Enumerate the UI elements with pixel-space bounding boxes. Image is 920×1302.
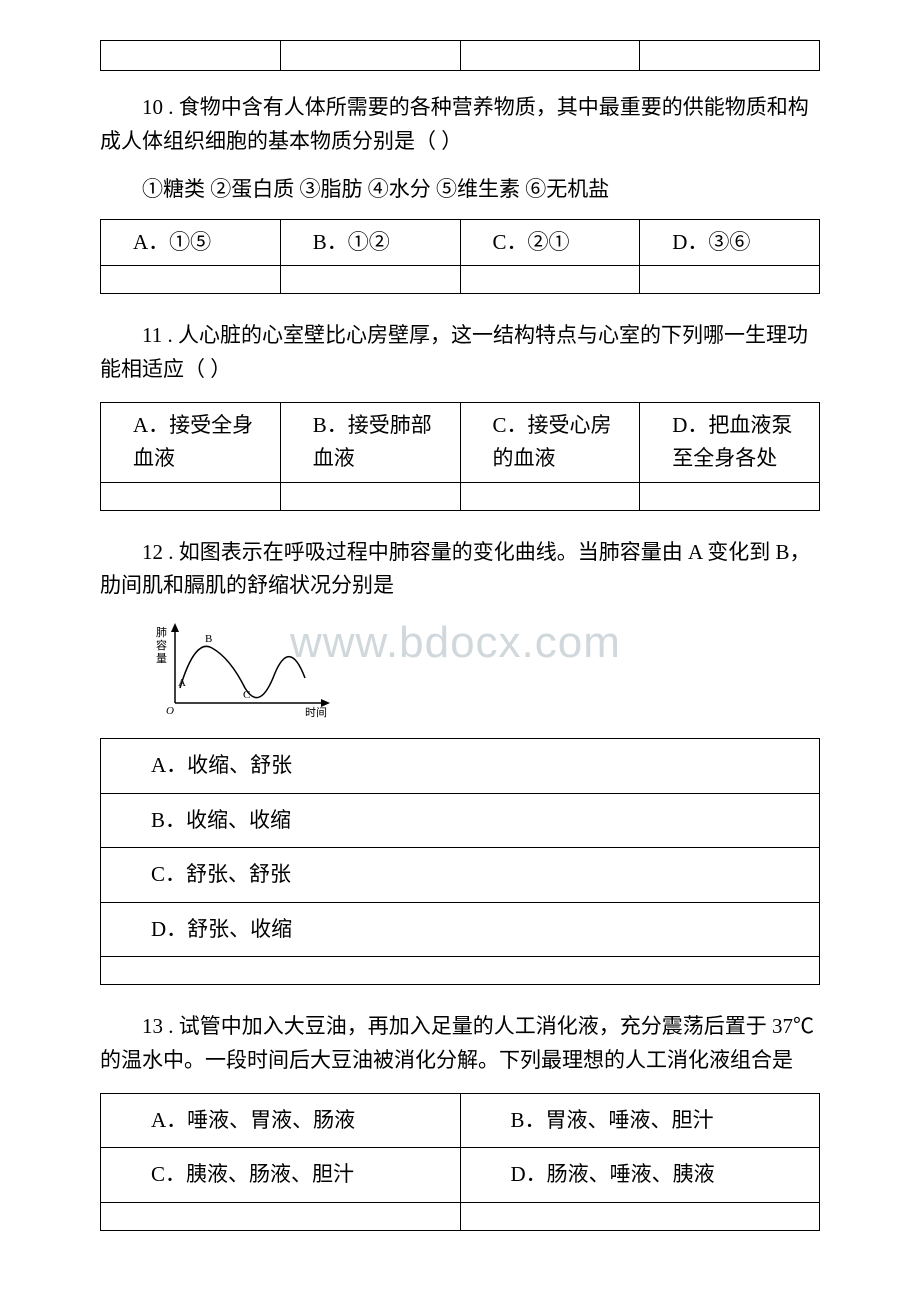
empty-cell — [460, 266, 640, 294]
empty-cell — [101, 957, 820, 985]
q11-body: 人心脏的心室壁比心房壁厚，这一结构特点与心室的下列哪一生理功能相适应（ ） — [100, 323, 808, 381]
q11-number: 11 — [142, 323, 162, 347]
x-arrow-icon — [321, 699, 330, 707]
q13-text: 13 . 试管中加入大豆油，再加入足量的人工消化液，充分震荡后置于 37℃的温水… — [100, 1010, 820, 1077]
q12-opt-a: A．收缩、舒张 — [101, 738, 820, 793]
prev-empty-table — [100, 40, 820, 71]
q12-opt-b: B．收缩、收缩 — [101, 793, 820, 848]
q12-opt-d: D．舒张、收缩 — [101, 902, 820, 957]
empty-cell — [101, 41, 281, 71]
q12-chart-container: www.bdocx.com 肺 容 量 A B C O 时间 — [150, 618, 350, 718]
chart-point-a: A — [178, 677, 186, 689]
empty-cell — [280, 266, 460, 294]
y-arrow-icon — [171, 623, 179, 632]
q13-opt-d: D．肠液、唾液、胰液 — [460, 1148, 820, 1203]
chart-ylabel-3: 量 — [156, 652, 167, 665]
q10-opt-b: B．①② — [280, 219, 460, 266]
q10-subtext: ①糖类 ②蛋白质 ③脂肪 ④水分 ⑤维生素 ⑥无机盐 — [100, 173, 820, 207]
q11-opt-b: B．接受肺部血液 — [280, 402, 460, 482]
q10-text: 10 . 食物中含有人体所需要的各种营养物质，其中最重要的供能物质和构成人体组织… — [100, 91, 820, 158]
empty-cell — [101, 266, 281, 294]
empty-cell — [460, 482, 640, 510]
q13-body: 试管中加入大豆油，再加入足量的人工消化液，充分震荡后置于 37℃的温水中。一段时… — [100, 1014, 814, 1072]
q10-opt-c: C．②① — [460, 219, 640, 266]
q13-opt-a: A．唾液、胃液、肠液 — [101, 1093, 461, 1148]
q12-text: 12 . 如图表示在呼吸过程中肺容量的变化曲线。当肺容量由 A 变化到 B，肋间… — [100, 536, 820, 603]
q13-number: 13 — [142, 1014, 163, 1038]
q12-chart-svg: 肺 容 量 A B C O 时间 — [150, 618, 350, 718]
q11-opt-d: D．把血液泵至全身各处 — [640, 402, 820, 482]
q10-opt-d: D．③⑥ — [640, 219, 820, 266]
empty-cell — [640, 482, 820, 510]
q11-text: 11 . 人心脏的心室壁比心房壁厚，这一结构特点与心室的下列哪一生理功能相适应（… — [100, 319, 820, 386]
q12-body: 如图表示在呼吸过程中肺容量的变化曲线。当肺容量由 A 变化到 B，肋间肌和膈肌的… — [100, 540, 811, 598]
chart-point-c: C — [243, 689, 250, 701]
chart-xlabel: 时间 — [305, 706, 327, 718]
chart-ylabel-1: 肺 — [156, 626, 167, 639]
q12-number: 12 — [142, 540, 163, 564]
q10-body: 食物中含有人体所需要的各种营养物质，其中最重要的供能物质和构成人体组织细胞的基本… — [100, 95, 809, 153]
q13-opt-c: C．胰液、肠液、胆汁 — [101, 1148, 461, 1203]
empty-cell — [460, 1202, 820, 1230]
empty-cell — [640, 266, 820, 294]
empty-cell — [280, 482, 460, 510]
q11-options-table: A．接受全身血液 B．接受肺部血液 C．接受心房的血液 D．把血液泵至全身各处 — [100, 402, 820, 511]
q10-options-table: A．①⑤ B．①② C．②① D．③⑥ — [100, 219, 820, 295]
q11-opt-c: C．接受心房的血液 — [460, 402, 640, 482]
empty-cell — [460, 41, 640, 71]
q12-opt-c: C．舒张、舒张 — [101, 848, 820, 903]
empty-cell — [101, 482, 281, 510]
q11-opt-a: A．接受全身血液 — [101, 402, 281, 482]
chart-ylabel-2: 容 — [156, 638, 167, 652]
q13-options-table: A．唾液、胃液、肠液 B．胃液、唾液、胆汁 C．胰液、肠液、胆汁 D．肠液、唾液… — [100, 1093, 820, 1231]
chart-point-b: B — [205, 633, 212, 645]
q10-number: 10 — [142, 95, 163, 119]
q12-options-table: A．收缩、舒张 B．收缩、收缩 C．舒张、舒张 D．舒张、收缩 — [100, 738, 820, 985]
empty-cell — [640, 41, 820, 71]
empty-cell — [280, 41, 460, 71]
q13-opt-b: B．胃液、唾液、胆汁 — [460, 1093, 820, 1148]
chart-origin: O — [166, 705, 174, 717]
q10-opt-a: A．①⑤ — [101, 219, 281, 266]
empty-cell — [101, 1202, 461, 1230]
